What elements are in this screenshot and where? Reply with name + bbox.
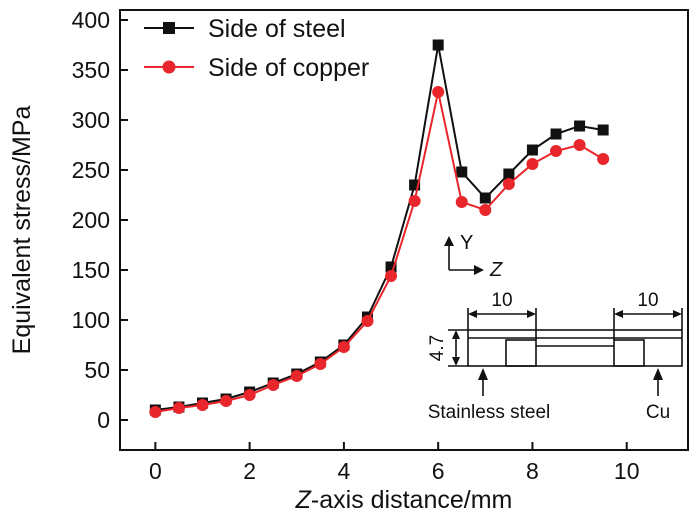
left-weld-step	[505, 339, 537, 367]
material-pointers: Stainless steel Cu	[428, 368, 670, 423]
data-point-steel	[456, 166, 468, 178]
data-point-copper	[196, 399, 209, 411]
data-point-copper	[550, 145, 563, 157]
y-axis-arrowhead	[444, 236, 454, 246]
dimension-right: 10	[613, 290, 683, 340]
data-point-copper	[408, 195, 421, 207]
x-tick-label: 6	[432, 458, 445, 484]
z-axis-arrowhead	[474, 265, 484, 275]
plot-frame	[119, 9, 689, 451]
y-tick-label: 100	[72, 307, 110, 333]
data-point-copper	[455, 196, 468, 208]
y-axis-label: Equivalent stress/MPa	[8, 106, 36, 355]
legend-entry-copper: Side of copper	[144, 54, 369, 82]
dim-height-label: 4.7	[427, 335, 448, 361]
y-tick-label: 150	[72, 257, 110, 283]
data-point-copper	[432, 86, 445, 98]
dimension-left: 10	[467, 290, 537, 340]
legend-steel-marker	[163, 22, 175, 34]
legend-entry-steel: Side of steel	[144, 15, 346, 43]
dim-left-arrow-b	[527, 310, 536, 318]
dimension-height: 4.7	[427, 329, 468, 367]
y-tick-label: 200	[72, 207, 110, 233]
specimen-outline	[467, 329, 683, 367]
y-tick-label: 350	[72, 57, 110, 83]
series-layer	[149, 39, 610, 418]
data-point-steel	[479, 192, 491, 204]
steel-pointer-head	[478, 368, 488, 380]
data-point-copper	[314, 358, 327, 370]
y-tick-label: 300	[72, 107, 110, 133]
legend-copper-label: Side of copper	[208, 54, 369, 82]
data-point-copper	[479, 204, 492, 216]
data-point-steel	[503, 168, 515, 180]
dim-right-arrow-b	[673, 310, 682, 318]
data-point-steel	[432, 39, 444, 51]
data-point-steel	[409, 179, 421, 191]
x-tick-label: 0	[149, 458, 162, 484]
axis-z-letter: Z	[489, 259, 503, 281]
data-point-copper	[526, 158, 539, 170]
data-point-steel	[385, 261, 397, 273]
specimen-body	[467, 329, 683, 367]
data-point-copper	[385, 270, 398, 282]
legend-copper-marker	[162, 60, 176, 74]
x-axis-label-rest: -axis distance/mm	[311, 486, 512, 514]
cu-pointer-head	[653, 368, 663, 380]
data-point-steel	[597, 124, 609, 136]
x-axis-ticks: 0 2 4 6 8 10	[149, 442, 640, 484]
x-tick-label: 10	[614, 458, 640, 484]
legend-steel-label: Side of steel	[208, 15, 346, 43]
legend: Side of steel Side of copper	[144, 15, 369, 82]
plot-border	[119, 9, 689, 451]
y-tick-label: 50	[84, 357, 110, 383]
y-axis-ticks: 0 50 100 150 200 250 300 350 400	[72, 7, 128, 433]
data-point-copper	[597, 153, 610, 165]
cu-label: Cu	[646, 402, 670, 423]
series-copper	[149, 86, 610, 418]
data-point-copper	[220, 395, 233, 407]
y-tick-label: 250	[72, 157, 110, 183]
data-point-copper	[243, 389, 256, 401]
dim-left-label: 10	[491, 290, 512, 311]
data-point-copper	[573, 139, 586, 151]
x-tick-label: 4	[338, 458, 351, 484]
coordinate-axes: Y Z	[444, 232, 503, 281]
dim-right-arrow-a	[614, 310, 623, 318]
data-point-copper	[361, 315, 374, 327]
series-steel	[149, 39, 609, 416]
y-tick-label: 0	[97, 407, 110, 433]
dim-height-arrow-b	[452, 357, 460, 366]
data-point-steel	[526, 144, 538, 156]
data-point-copper	[149, 406, 162, 418]
data-point-steel	[550, 128, 562, 140]
dim-left-arrow-a	[468, 310, 477, 318]
data-point-copper	[290, 370, 303, 382]
x-tick-label: 2	[243, 458, 256, 484]
data-point-copper	[172, 402, 185, 414]
axis-y-letter: Y	[460, 232, 473, 254]
dim-right-label: 10	[637, 290, 658, 311]
data-point-copper	[337, 341, 350, 353]
x-tick-label: 8	[526, 458, 539, 484]
y-tick-label: 400	[72, 7, 110, 33]
x-axis-label-italic: Z	[295, 486, 312, 514]
data-point-steel	[574, 120, 586, 132]
data-point-copper	[502, 178, 515, 190]
inset-schematic: Y Z 10 10	[427, 232, 683, 423]
dim-height-arrow-a	[452, 330, 460, 339]
stainless-steel-label: Stainless steel	[428, 402, 551, 423]
data-point-copper	[267, 379, 280, 391]
x-axis-label: Z-axis distance/mm	[295, 486, 513, 514]
right-weld-step	[613, 339, 645, 367]
